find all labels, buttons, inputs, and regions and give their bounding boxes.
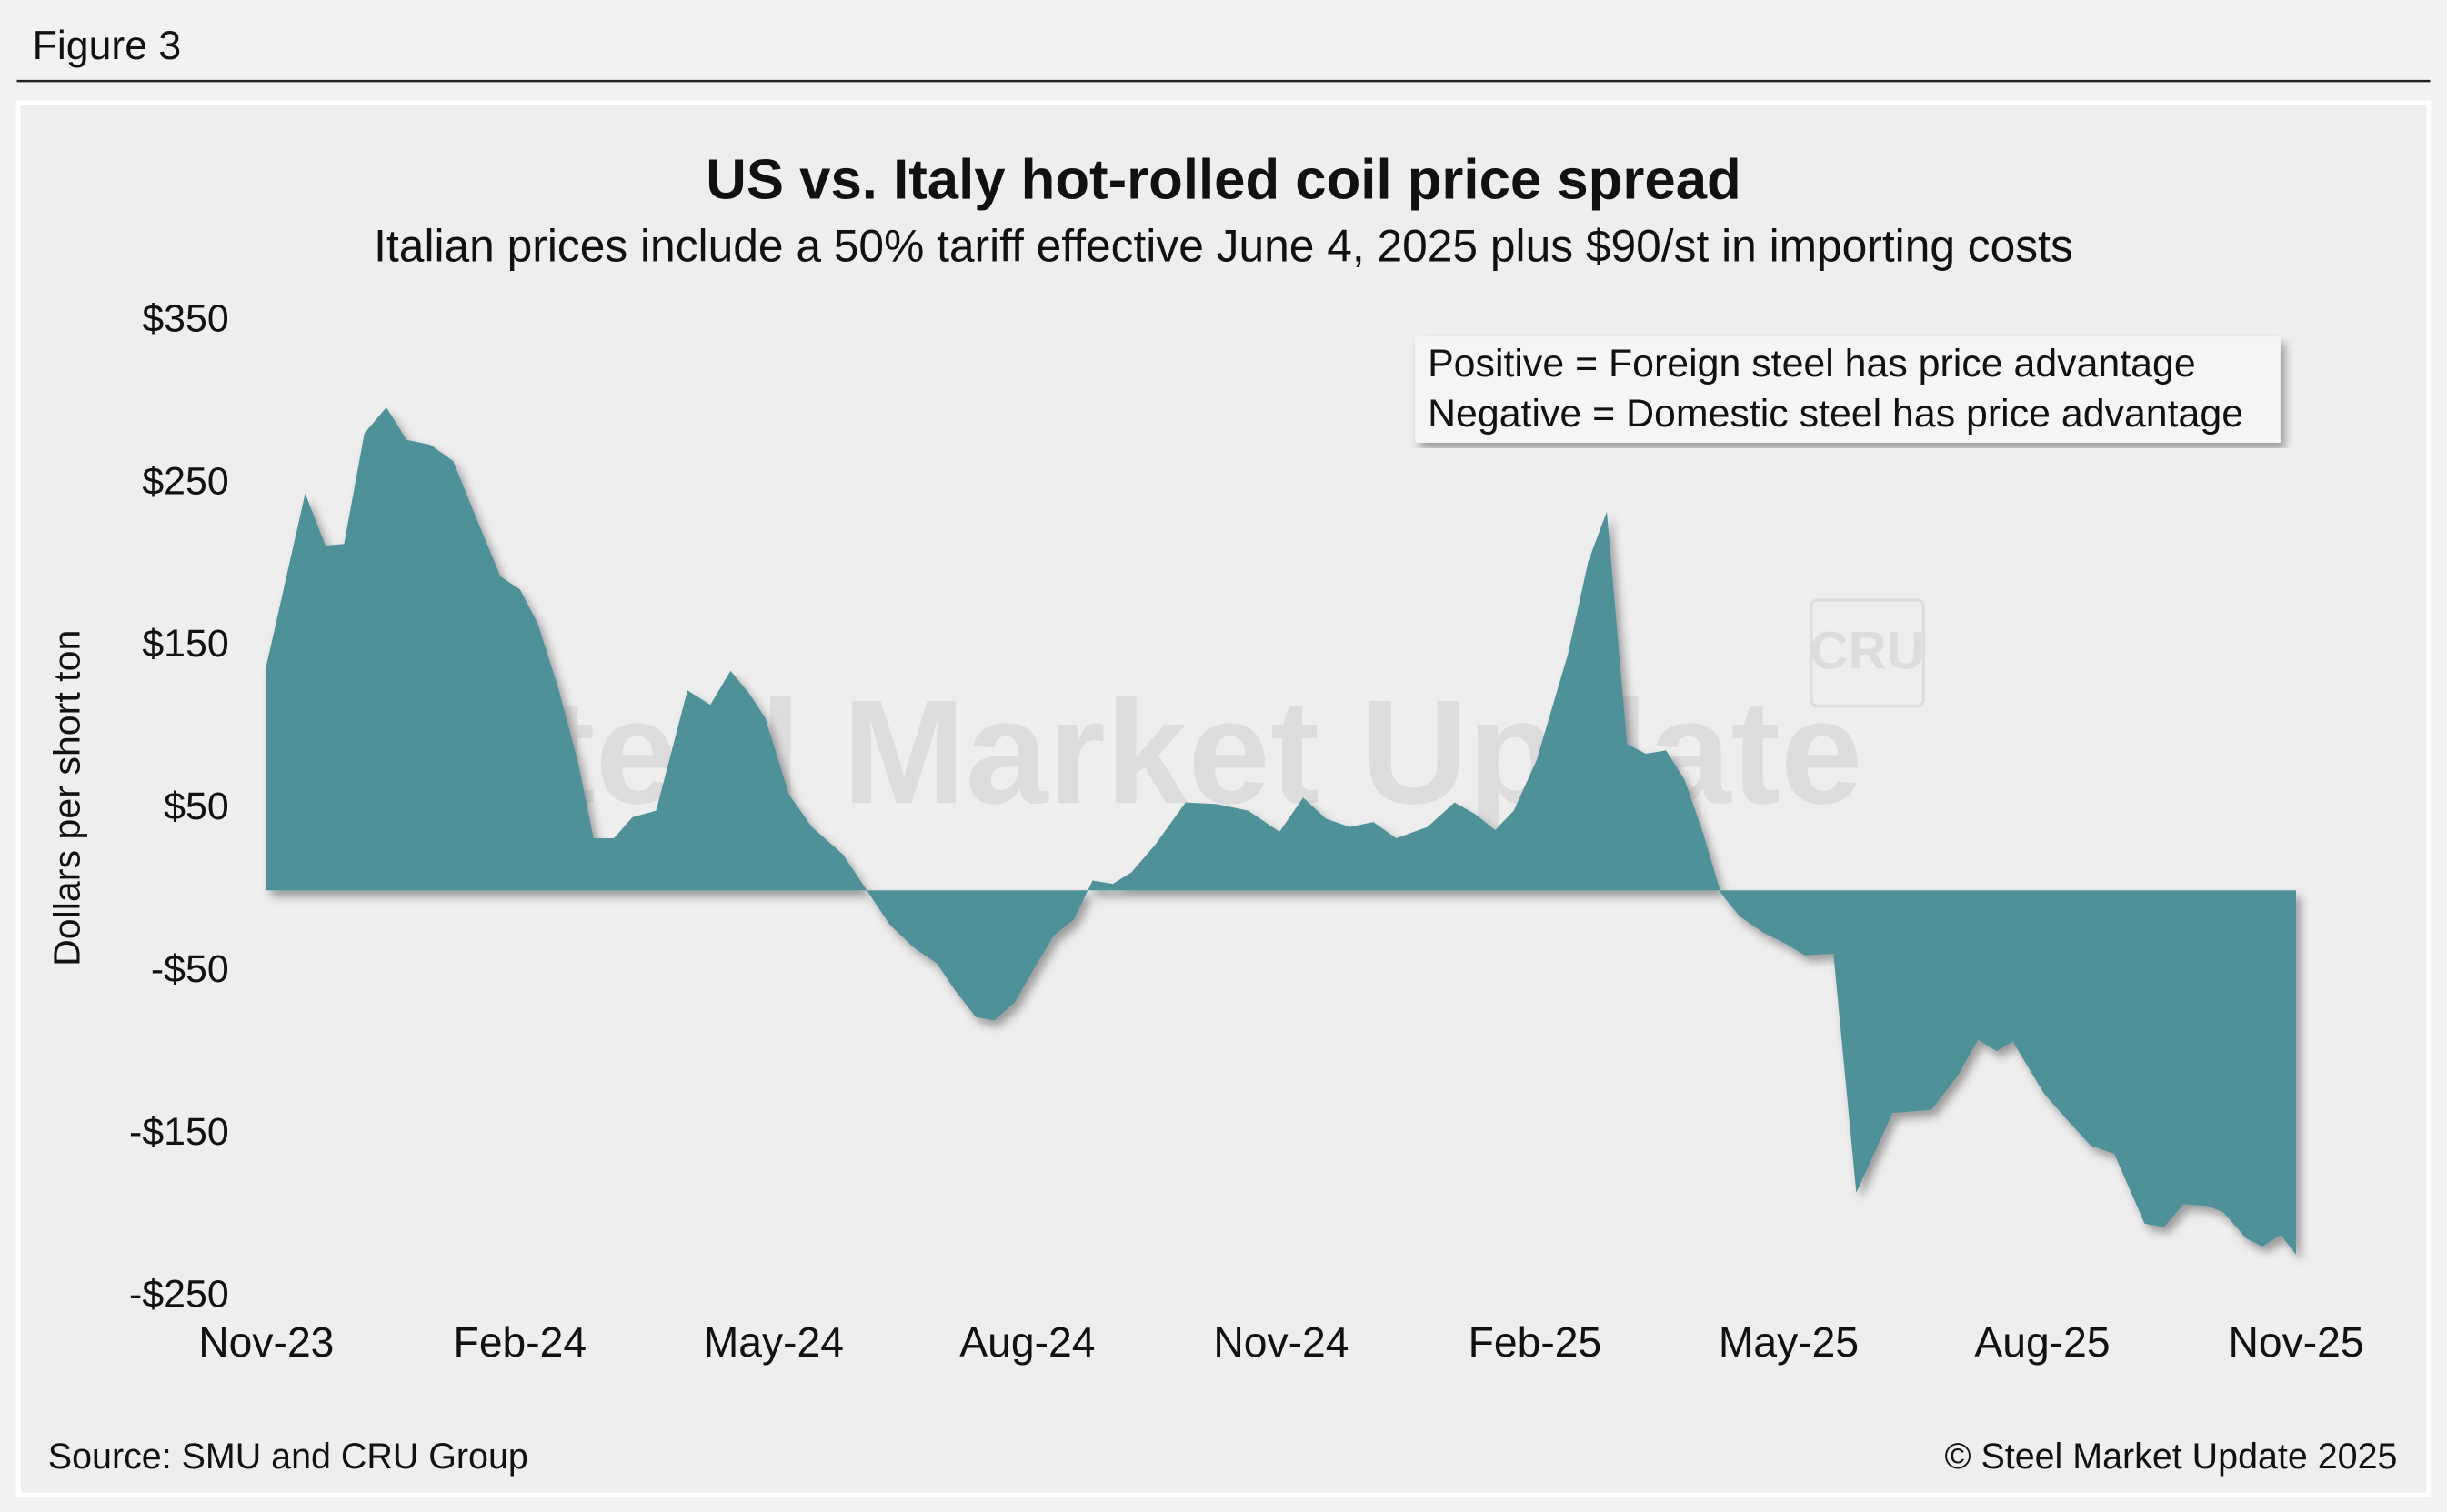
x-tick-label: Aug-25 bbox=[1974, 1318, 2110, 1366]
annotation: Negative = Domestic steel has price adva… bbox=[1428, 392, 2243, 436]
area bbox=[266, 406, 2297, 1255]
x-tick-label: Nov-25 bbox=[2228, 1318, 2363, 1366]
chart-subtitle: Italian prices include a 50% tariff effe… bbox=[374, 220, 2073, 271]
x-tick-label: Nov-23 bbox=[198, 1318, 334, 1366]
y-axis-label: Dollars per short ton bbox=[46, 630, 88, 966]
y-tick-label: -$50 bbox=[151, 947, 229, 991]
y-tick-label: -$250 bbox=[129, 1273, 229, 1317]
x-tick-label: Feb-24 bbox=[454, 1318, 587, 1366]
x-tick-label: May-25 bbox=[1719, 1318, 1859, 1366]
chart-title: US vs. Italy hot-rolled coil price sprea… bbox=[706, 149, 1740, 212]
y-tick-label: $150 bbox=[142, 622, 228, 666]
y-tick-label: $350 bbox=[142, 297, 228, 341]
y-tick-label: $250 bbox=[142, 459, 228, 503]
y-tick-label: -$150 bbox=[129, 1110, 229, 1154]
x-tick-label: Aug-24 bbox=[959, 1318, 1095, 1366]
y-tick-label: $50 bbox=[164, 785, 229, 828]
source: Source: SMU and CRU Group bbox=[48, 1437, 528, 1477]
x-tick-label: May-24 bbox=[704, 1318, 844, 1366]
annotation: Positive = Foreign steel has price advan… bbox=[1428, 342, 2196, 386]
copyright: © Steel Market Update 2025 bbox=[1944, 1437, 2397, 1477]
figure-label: Figure 3 bbox=[33, 24, 181, 68]
annotation-box bbox=[1415, 336, 2281, 443]
watermark-box bbox=[1810, 598, 1925, 708]
x-tick-label: Feb-25 bbox=[1469, 1318, 1602, 1366]
x-tick-label: Nov-24 bbox=[1213, 1318, 1349, 1366]
watermark-logo: CRU bbox=[1810, 621, 1924, 680]
